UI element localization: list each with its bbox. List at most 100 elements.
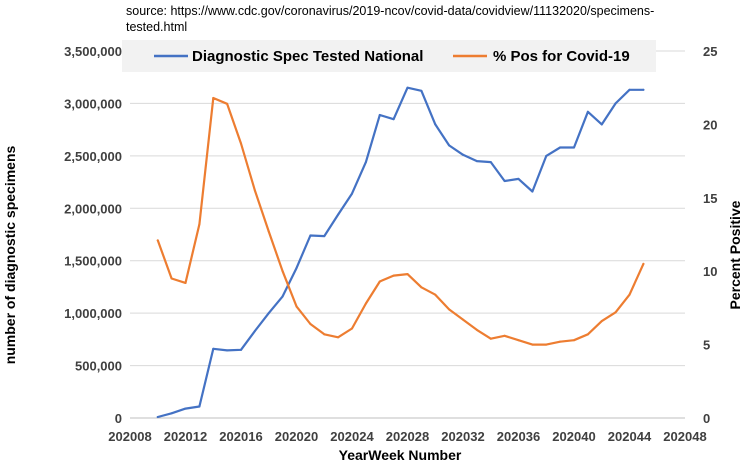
right-axis-tick-label: 0 (703, 411, 710, 426)
data-point (642, 262, 645, 265)
right-axis-tick-label: 20 (703, 117, 717, 132)
data-point (170, 412, 173, 415)
data-point (184, 281, 187, 284)
data-point (600, 320, 603, 323)
data-point (267, 312, 270, 315)
data-point (267, 230, 270, 233)
data-point (156, 239, 159, 242)
data-point (503, 180, 506, 183)
x-axis-tick-label: 202012 (164, 429, 207, 444)
data-point (489, 337, 492, 340)
data-point (628, 88, 631, 91)
x-axis-tick-label: 202008 (108, 429, 151, 444)
x-axis-tick-label: 202016 (219, 429, 262, 444)
data-point (406, 86, 409, 89)
data-point (420, 89, 423, 92)
x-axis-ticks: 202008 202012 202016 202020 202024 202028 2020… (108, 429, 706, 444)
data-point (517, 177, 520, 180)
series-line-diagnostic-specimens (156, 86, 645, 419)
data-point (323, 235, 326, 238)
left-axis-ticks: 0 500,000 1,000,000 1,500,000 2,000,000 2,500… (64, 44, 122, 426)
right-axis-tick-label: 25 (703, 44, 717, 59)
data-point (503, 334, 506, 337)
data-point (337, 336, 340, 339)
x-axis-tick-label: 202048 (663, 429, 706, 444)
data-point (240, 142, 242, 145)
right-axis-ticks: 0 5 10 15 20 25 (703, 44, 717, 426)
data-point (198, 405, 201, 408)
x-axis-title: YearWeek Number (339, 447, 462, 463)
data-point (531, 190, 534, 193)
data-point (600, 123, 603, 126)
data-point (420, 286, 423, 289)
left-axis-tick-label: 2,500,000 (64, 149, 122, 164)
left-axis-tick-label: 500,000 (75, 359, 122, 374)
source-note: source: https://www.cdc.gov/coronavirus/… (126, 3, 726, 35)
series-lines (156, 86, 645, 419)
data-point (392, 274, 395, 277)
left-axis-tick-label: 3,000,000 (64, 96, 122, 111)
data-point (198, 223, 201, 226)
x-axis-tick-label: 202028 (386, 429, 429, 444)
data-point (531, 343, 534, 346)
source-note-line2: tested.html (126, 20, 188, 34)
y-axis-title-right: Percent Positive (727, 200, 743, 309)
data-point (573, 339, 575, 342)
data-point (475, 160, 478, 163)
x-axis-tick-label: 202020 (275, 429, 318, 444)
data-point (586, 333, 589, 336)
data-point (212, 347, 215, 350)
data-point (559, 146, 562, 149)
data-point (309, 234, 312, 237)
data-point (323, 333, 326, 336)
data-point (240, 348, 242, 351)
data-point (351, 327, 353, 330)
data-point (351, 192, 353, 195)
data-point (226, 349, 229, 352)
right-axis-tick-label: 5 (703, 338, 710, 353)
left-axis-tick-label: 0 (115, 411, 122, 426)
data-point (434, 293, 437, 296)
data-point (489, 161, 492, 164)
data-point (614, 102, 617, 105)
data-point (281, 270, 284, 273)
x-axis-tick-label: 202044 (608, 429, 652, 444)
data-point (253, 189, 256, 192)
data-point (448, 308, 451, 311)
data-point (295, 267, 298, 270)
data-point (253, 329, 256, 332)
x-axis-tick-label: 202024 (330, 429, 374, 444)
data-point (642, 88, 645, 91)
data-point (545, 343, 548, 346)
legend-label-diagnostic: Diagnostic Spec Tested National (192, 48, 423, 65)
left-axis-tick-label: 3,500,000 (64, 44, 122, 59)
legend: Diagnostic Spec Tested National % Pos fo… (122, 40, 656, 72)
y-axis-title-left: number of diagnostic specimens (2, 145, 18, 364)
data-point (628, 293, 631, 296)
data-point (545, 154, 548, 157)
data-point (434, 123, 437, 126)
data-point (448, 144, 451, 147)
data-point (170, 277, 173, 280)
x-axis-tick-label: 202040 (552, 429, 595, 444)
data-point (226, 102, 229, 105)
x-axis-tick-label: 202036 (497, 429, 540, 444)
left-axis-tick-label: 2,000,000 (64, 201, 122, 216)
data-point (392, 118, 395, 121)
data-point (586, 110, 589, 113)
data-point (184, 407, 187, 410)
data-point (295, 305, 298, 308)
data-point (364, 161, 367, 164)
data-point (378, 113, 381, 116)
data-point (378, 280, 381, 283)
data-point (517, 339, 520, 342)
data-point (406, 273, 409, 276)
left-axis-tick-label: 1,000,000 (64, 306, 122, 321)
x-axis-tick-label: 202032 (441, 429, 484, 444)
right-axis-tick-label: 15 (703, 191, 717, 206)
data-point (281, 295, 284, 298)
series-line-percent-positive (156, 96, 645, 346)
legend-label-pct-positive: % Pos for Covid-19 (493, 48, 630, 65)
data-point (364, 302, 367, 305)
